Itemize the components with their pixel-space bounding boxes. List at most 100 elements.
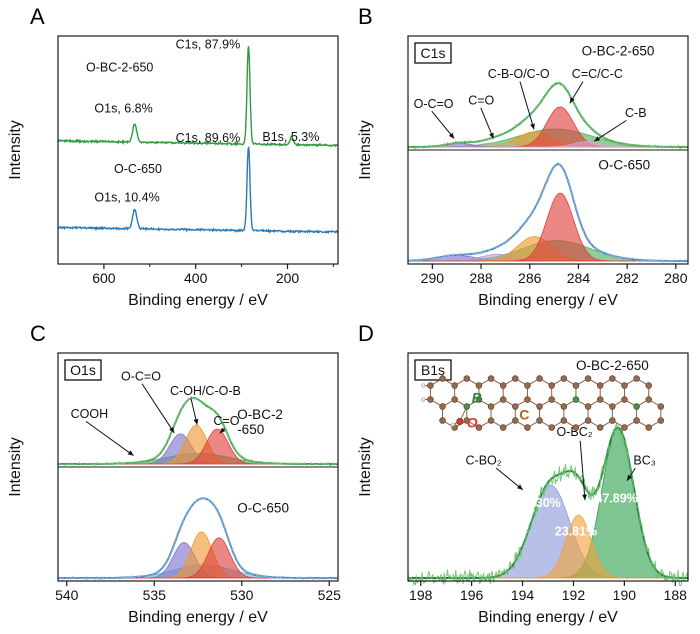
envelope-curve <box>408 426 688 579</box>
b-atom <box>633 403 640 410</box>
annotation: O-BC-2-650 <box>86 60 153 74</box>
fit-subpanel <box>57 496 339 581</box>
c-atom <box>536 403 543 410</box>
c-atom <box>548 424 555 431</box>
series-name: O-BC-2-650 <box>582 43 655 58</box>
c-atom <box>596 382 604 389</box>
raw-spectrum <box>407 80 689 149</box>
fit-subpanel <box>407 80 689 149</box>
annotation-arrowhead <box>127 450 134 456</box>
annotation: 47.89% <box>595 491 637 505</box>
annotation-arrow-line <box>480 107 494 139</box>
region-label-box <box>64 359 102 381</box>
annotation-arrowhead <box>569 97 575 104</box>
annotation: O1s, 6.8% <box>94 101 152 115</box>
fit-component <box>408 192 688 262</box>
annotation: C1s, 89.6% <box>176 131 241 145</box>
annotation-arrow-line <box>519 81 535 130</box>
c-atom <box>584 403 592 410</box>
c-atom <box>596 424 604 431</box>
annotation: C-B-O/C-O <box>488 67 550 81</box>
c-atom <box>596 396 604 403</box>
annotation: O1s, 10.4% <box>94 190 159 204</box>
raw-spectrum <box>57 496 339 581</box>
y-axis-title: Intensity <box>357 437 374 497</box>
annotation: 28.30% <box>518 496 560 510</box>
annotation-arrow-line <box>593 119 627 142</box>
x-axis-title: Binding energy / eV <box>128 292 268 309</box>
x-axis-title: Binding energy / eV <box>478 609 618 626</box>
annotation: C-B <box>625 106 647 120</box>
panel-letter-b: B <box>358 4 373 29</box>
c-atom <box>609 375 616 382</box>
c-atom <box>633 375 640 382</box>
c-atom <box>645 382 652 389</box>
region-label-text: C1s <box>421 45 446 61</box>
c-atom <box>439 403 446 410</box>
region-label-text: O1s <box>70 362 96 378</box>
survey-curve <box>57 146 339 235</box>
region-label-box <box>414 42 452 64</box>
x-tick-label: 282 <box>615 270 639 286</box>
c-atom <box>524 382 531 389</box>
annotations: COOH O-C=O C-OH/C-O-B C=O <box>71 369 241 457</box>
survey-curve <box>57 46 339 148</box>
c-atom <box>536 417 543 424</box>
c-atom <box>439 375 446 382</box>
c-atom <box>621 382 628 389</box>
y-axis-title: Intensity <box>7 437 24 497</box>
plot-frame <box>407 35 689 265</box>
x-axis-title: Binding energy / eV <box>478 292 618 309</box>
c-atom <box>560 375 568 382</box>
inset-label-c: C <box>519 407 529 423</box>
c-atom <box>536 375 543 382</box>
c-atom <box>512 403 519 410</box>
c-atom <box>621 396 628 403</box>
y-axis-title: Intensity <box>7 120 24 180</box>
annotation-arrowhead <box>489 132 494 139</box>
c-atom <box>451 396 458 403</box>
c-atom <box>548 396 555 403</box>
region-label: B1s <box>414 359 452 381</box>
region-label-text: B1s <box>421 362 445 378</box>
annotation: BC₃ <box>633 454 655 468</box>
fit-component <box>58 531 338 579</box>
annotation: COOH <box>71 407 109 421</box>
fit-subpanel <box>407 422 689 587</box>
c-atom <box>645 396 652 403</box>
panel-letter-c: C <box>30 321 46 346</box>
panel-b: B O-BC-2-650 O-C-650 290 288 286 284 282 280 Bin… <box>350 0 700 317</box>
x-tick-label: 284 <box>567 270 591 286</box>
c-atom <box>512 417 519 424</box>
h-atom <box>421 383 426 388</box>
fit-subpanel <box>57 395 339 467</box>
panel-a: A 600 400 200 Binding energy / eV Intensity O… <box>0 0 350 317</box>
annotation-arrowhead <box>594 136 601 142</box>
inset-label-o: O <box>467 415 478 431</box>
x-axis: 198 196 194 192 190 188 <box>409 581 687 603</box>
c-atom <box>475 382 483 389</box>
raw-spectrum <box>57 395 339 467</box>
c-atom <box>560 417 568 424</box>
annotation: C=O <box>468 93 494 107</box>
annotation-arrowhead <box>530 123 535 130</box>
x-tick-label: 198 <box>409 587 433 603</box>
annotation-arrow-line <box>141 383 175 434</box>
annotations: C-BO₂ 28.30% O-BC₂ 23.81% BC₃ 47.89% <box>466 425 656 538</box>
x-tick-label: 288 <box>469 270 493 286</box>
c-atom <box>572 382 580 389</box>
x-tick-label: 190 <box>613 587 637 603</box>
x-tick-label: 600 <box>92 270 116 286</box>
c-atom <box>645 424 652 431</box>
c-atom <box>657 403 665 410</box>
annotation-arrow-line <box>495 467 524 491</box>
annotation-arrow-line <box>579 440 586 501</box>
annotation: O-C=O <box>121 369 161 383</box>
panel-d-chart: O-BC-2-650 198 196 194 192 190 188 Binding ener… <box>357 352 689 626</box>
c-atom <box>609 417 616 424</box>
c-atom <box>584 375 592 382</box>
annotation-arrow-line <box>85 420 134 457</box>
x-tick-label: 290 <box>421 270 445 286</box>
c-atom <box>524 424 531 431</box>
